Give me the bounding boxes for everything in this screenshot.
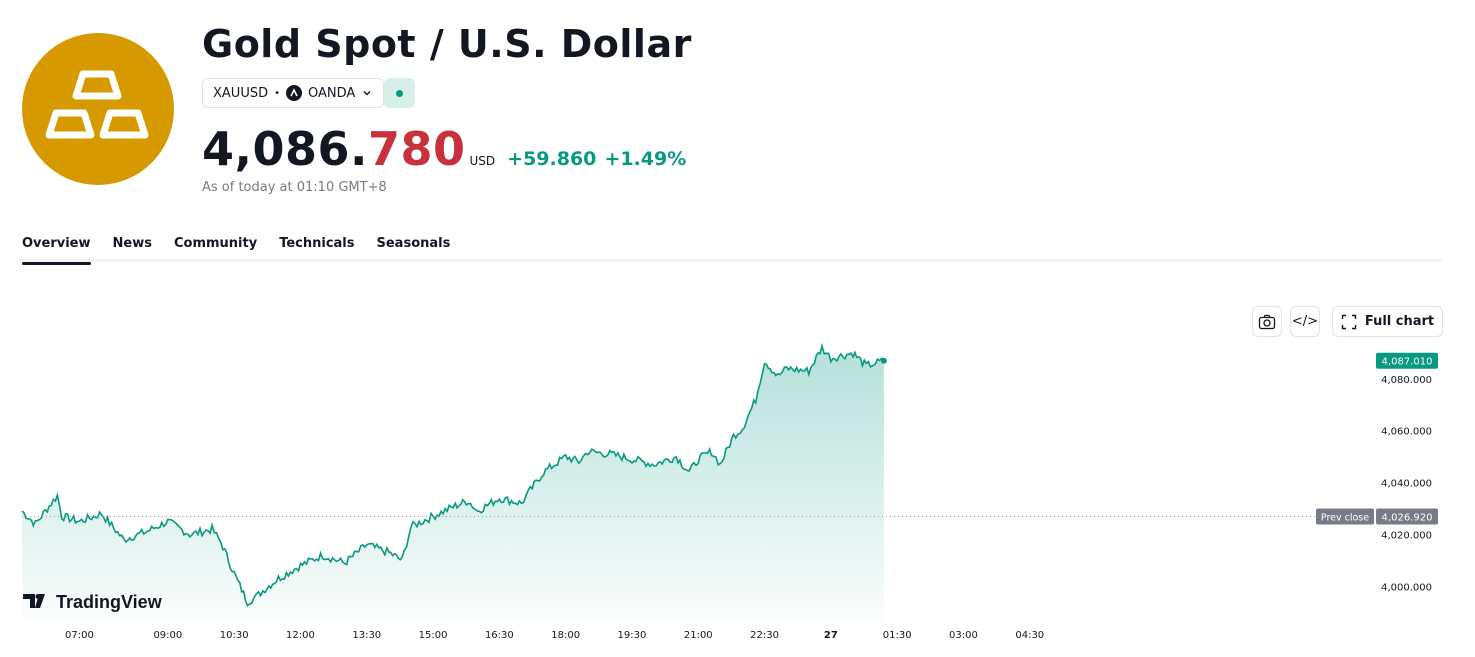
price-chart[interactable]: 4,080.000 4,060.000 4,040.000 4,020.000 4,00…	[0, 340, 1475, 657]
as-of-timestamp: As of today at 01:10 GMT+8	[202, 180, 387, 195]
separator-dot: •	[274, 87, 280, 99]
x-tick-label: 22:30	[750, 630, 779, 641]
last-price-label: 4,087.010	[1382, 357, 1433, 368]
market-status-badge[interactable]	[384, 78, 415, 108]
x-tick-label: 04:30	[1015, 630, 1044, 641]
embed-code-button[interactable]: </>	[1290, 306, 1320, 337]
x-tick-label: 10:30	[220, 630, 249, 641]
y-tick-label: 4,080.000	[1381, 375, 1432, 386]
price-integer: 4,086.	[202, 122, 368, 176]
x-tick-label: 12:00	[286, 630, 315, 641]
y-tick-label: 4,000.000	[1381, 582, 1432, 593]
code-icon: </>	[1291, 314, 1319, 329]
tab-bar: Overview News Community Technicals Seaso…	[22, 236, 1443, 265]
tab-news[interactable]: News	[112, 236, 152, 251]
tab-technicals[interactable]: Technicals	[279, 236, 355, 251]
x-tick-label: 09:00	[153, 630, 182, 641]
x-tick-label: 03:00	[949, 630, 978, 641]
symbol-exchange-selector[interactable]: XAUUSD • OANDA	[202, 78, 385, 108]
exchange-name: OANDA	[308, 85, 356, 101]
oanda-logo-icon	[286, 85, 302, 101]
last-price-point	[880, 357, 887, 364]
y-tick-label: 4,020.000	[1381, 530, 1432, 541]
prev-close-badge	[1376, 508, 1438, 525]
x-tick-label: 27	[824, 630, 838, 641]
page-title: Gold Spot / U.S. Dollar	[202, 22, 692, 66]
snapshot-button[interactable]	[1252, 306, 1282, 337]
tab-seasonals[interactable]: Seasonals	[376, 236, 451, 251]
y-tick-label: 4,040.000	[1381, 479, 1432, 490]
price-block: 4,086. 780 USD +59.860 +1.49%	[202, 122, 686, 176]
price-decimals: 780	[367, 122, 466, 176]
prev-close-label: Prev close	[1321, 513, 1369, 524]
price-change-percent: +1.49%	[604, 148, 687, 170]
x-tick-label: 19:30	[618, 630, 647, 641]
market-open-dot-icon	[396, 89, 403, 97]
gold-bars-icon	[22, 33, 174, 185]
price-currency: USD	[469, 154, 496, 168]
symbol-ticker: XAUUSD	[213, 85, 269, 101]
tradingview-wordmark: TradingView	[56, 592, 163, 612]
x-tick-label: 21:00	[684, 630, 713, 641]
x-tick-label: 13:30	[352, 630, 381, 641]
x-tick-label: 07:00	[65, 630, 94, 641]
price-change: +59.860	[507, 148, 597, 170]
last-price-badge	[1376, 352, 1438, 369]
prev-close-tag	[1316, 508, 1374, 525]
tab-overview[interactable]: Overview	[22, 236, 91, 265]
full-chart-label: Full chart	[1364, 314, 1435, 329]
expand-icon	[1341, 314, 1357, 329]
x-tick-label: 16:30	[485, 630, 514, 641]
tab-community[interactable]: Community	[173, 236, 258, 251]
price-area-fill	[22, 345, 884, 620]
price-series-line	[21, 342, 885, 608]
x-tick-label: 18:00	[551, 630, 580, 641]
x-tick-label: 15:00	[419, 630, 448, 641]
tradingview-watermark[interactable]: TradingView	[23, 592, 163, 612]
x-tick-label: 01:30	[883, 630, 912, 641]
y-tick-label: 4,060.000	[1381, 427, 1432, 438]
full-chart-button[interactable]: Full chart	[1332, 306, 1443, 337]
chevron-down-icon	[363, 91, 371, 96]
prev-close-value: 4,026.920	[1382, 513, 1433, 524]
camera-icon	[1258, 314, 1276, 329]
